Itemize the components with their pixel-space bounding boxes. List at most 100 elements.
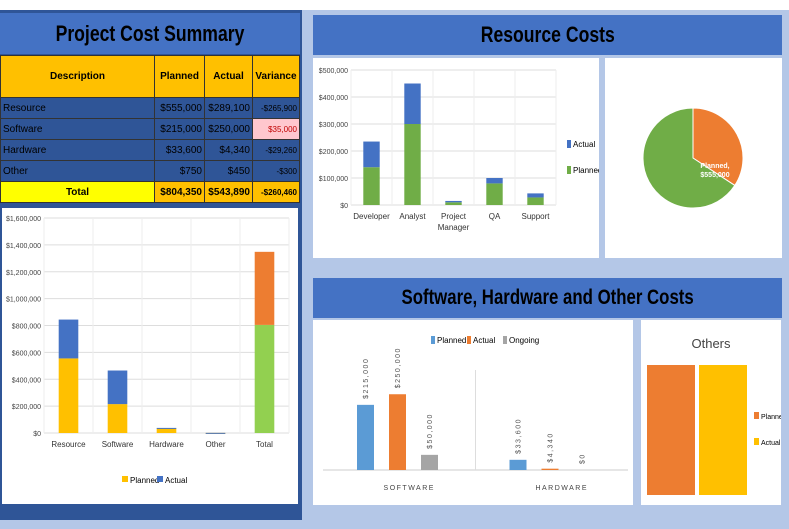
bar-planned (58, 358, 79, 433)
x-tick-label: Developer (353, 212, 390, 221)
resource-chart-panel: $0 $100,000 $200,000 $300,000 $400,000 $500,0… (313, 58, 603, 258)
total-cell: $804,350 (154, 181, 205, 203)
others-chart-panel: Others Planned Actual (641, 320, 787, 505)
table-cell: $35,000 (251, 118, 301, 140)
column-header: Planned (154, 55, 205, 98)
legend-label: Planned (437, 336, 466, 345)
sw-hw-chart: $215,000 $250,000 $50,000 SOFTWARE $33,600 $4… (323, 336, 628, 492)
y-tick-label: $800,000 (12, 324, 41, 331)
bar-actual (156, 427, 177, 429)
table-cell: $250,000 (204, 118, 253, 140)
bar-actual (205, 432, 226, 434)
y-tick-label: $1,400,000 (6, 243, 41, 250)
others-chart: Others Planned Actual (647, 336, 787, 495)
bar-planned (156, 428, 177, 433)
bar-actual (527, 193, 544, 198)
resource-pie-panel: Actual,$289,100Planned,$555,000 (605, 58, 782, 258)
bar-planned (404, 124, 421, 205)
summary-title: Project Cost Summary (0, 13, 300, 54)
bar-actual (404, 83, 421, 124)
table-cell: Software (0, 118, 156, 140)
bar-actual (541, 468, 559, 470)
bar-actual (445, 200, 462, 203)
bar-planned (357, 404, 374, 470)
bar-planned (509, 459, 527, 470)
table-cell: -$29,260 (251, 139, 301, 161)
x-tick-label: Support (521, 212, 550, 221)
table-header: Description Planned Actual Variance (0, 55, 301, 98)
x-tick-label: Project (441, 212, 467, 221)
legend-swatch (567, 140, 571, 148)
bar-ongoing (421, 454, 438, 470)
x-tick-label: Manager (438, 223, 470, 232)
y-tick-label: $100,000 (319, 176, 348, 183)
legend-label: Planned (573, 166, 599, 175)
bar-actual (107, 370, 128, 405)
pie-slice-planned (642, 107, 736, 209)
data-label: $4,340 (548, 432, 555, 462)
data-label: $215,000 (363, 358, 370, 399)
table-cell: -$265,900 (251, 97, 301, 119)
legend-swatch (431, 336, 435, 344)
y-tick-label: $200,000 (319, 149, 348, 156)
column-header: Description (0, 55, 156, 98)
table-cell: -$300 (251, 160, 301, 182)
legend-label: Planned (130, 476, 159, 485)
x-tick-label: Hardware (149, 440, 184, 449)
y-tick-label: $300,000 (319, 122, 348, 129)
cost-stacked-chart: $0 $200,000 $400,000 $600,000 $800,000 $1,000… (6, 216, 290, 485)
bar-actual (254, 251, 275, 325)
bar-planned (445, 202, 462, 205)
y-tick-label: $500,000 (319, 68, 348, 75)
data-label: $33,600 (516, 418, 523, 454)
x-tick-label: HARDWARE (535, 485, 588, 492)
table-cell: Other (0, 160, 156, 182)
table-cell: $215,000 (154, 118, 205, 140)
table-cell: $289,100 (204, 97, 253, 119)
pie-label: $555,000 (700, 172, 729, 179)
table-row: Resource $555,000 $289,100 -$265,900 (0, 97, 301, 119)
bar-planned (486, 183, 503, 205)
y-tick-label: $1,200,000 (6, 270, 41, 277)
legend-swatch (754, 412, 759, 419)
legend-label: Actual (573, 140, 595, 149)
total-cell: -$260,460 (251, 181, 301, 203)
table-cell: Hardware (0, 139, 156, 161)
y-tick-label: $1,000,000 (6, 297, 41, 304)
legend-label: Planned (761, 414, 781, 421)
x-tick-label: Resource (51, 440, 86, 449)
legend-label: Actual (165, 476, 187, 485)
bar-actual (486, 178, 503, 184)
x-tick-label: QA (489, 212, 501, 221)
cost-chart-panel: $0 $200,000 $400,000 $600,000 $800,000 $1,000… (2, 208, 298, 504)
data-label: $50,000 (427, 413, 434, 449)
total-row: Total $804,350 $543,890 -$260,460 (0, 181, 301, 203)
sw-hw-chart-panel: $215,000 $250,000 $50,000 SOFTWARE $33,600 $4… (313, 320, 633, 505)
y-tick-label: $0 (340, 203, 348, 210)
bar-actual (58, 319, 79, 359)
y-tick-label: $400,000 (12, 377, 41, 384)
table-row: Software $215,000 $250,000 $35,000 (0, 118, 301, 140)
total-cell: Total (0, 181, 156, 203)
legend-label: Ongoing (509, 336, 539, 345)
legend-label: Actual (473, 336, 495, 345)
software-hardware-title: Software, Hardware and Other Costs (313, 278, 782, 318)
resource-stacked-chart: $0 $100,000 $200,000 $300,000 $400,000 $500,0… (319, 68, 603, 232)
resource-pie-chart: Actual,$289,100Planned,$555,000 (642, 107, 744, 209)
legend-swatch (157, 476, 163, 482)
table-row: Other $750 $450 -$300 (0, 160, 301, 182)
bar-actual (699, 365, 747, 495)
x-tick-label: SOFTWARE (384, 485, 435, 492)
legend-swatch (122, 476, 128, 482)
bar-planned (527, 197, 544, 205)
bar-planned (107, 404, 128, 433)
table-cell: $33,600 (154, 139, 205, 161)
bar-actual (363, 141, 380, 168)
legend-swatch (754, 438, 759, 445)
y-tick-label: $600,000 (12, 350, 41, 357)
cost-summary-table: Description Planned Actual Variance Resource… (0, 55, 301, 203)
x-tick-label: Software (102, 440, 134, 449)
table-cell: $555,000 (154, 97, 205, 119)
y-tick-label: $0 (33, 431, 41, 438)
chart-title: Others (691, 336, 731, 351)
